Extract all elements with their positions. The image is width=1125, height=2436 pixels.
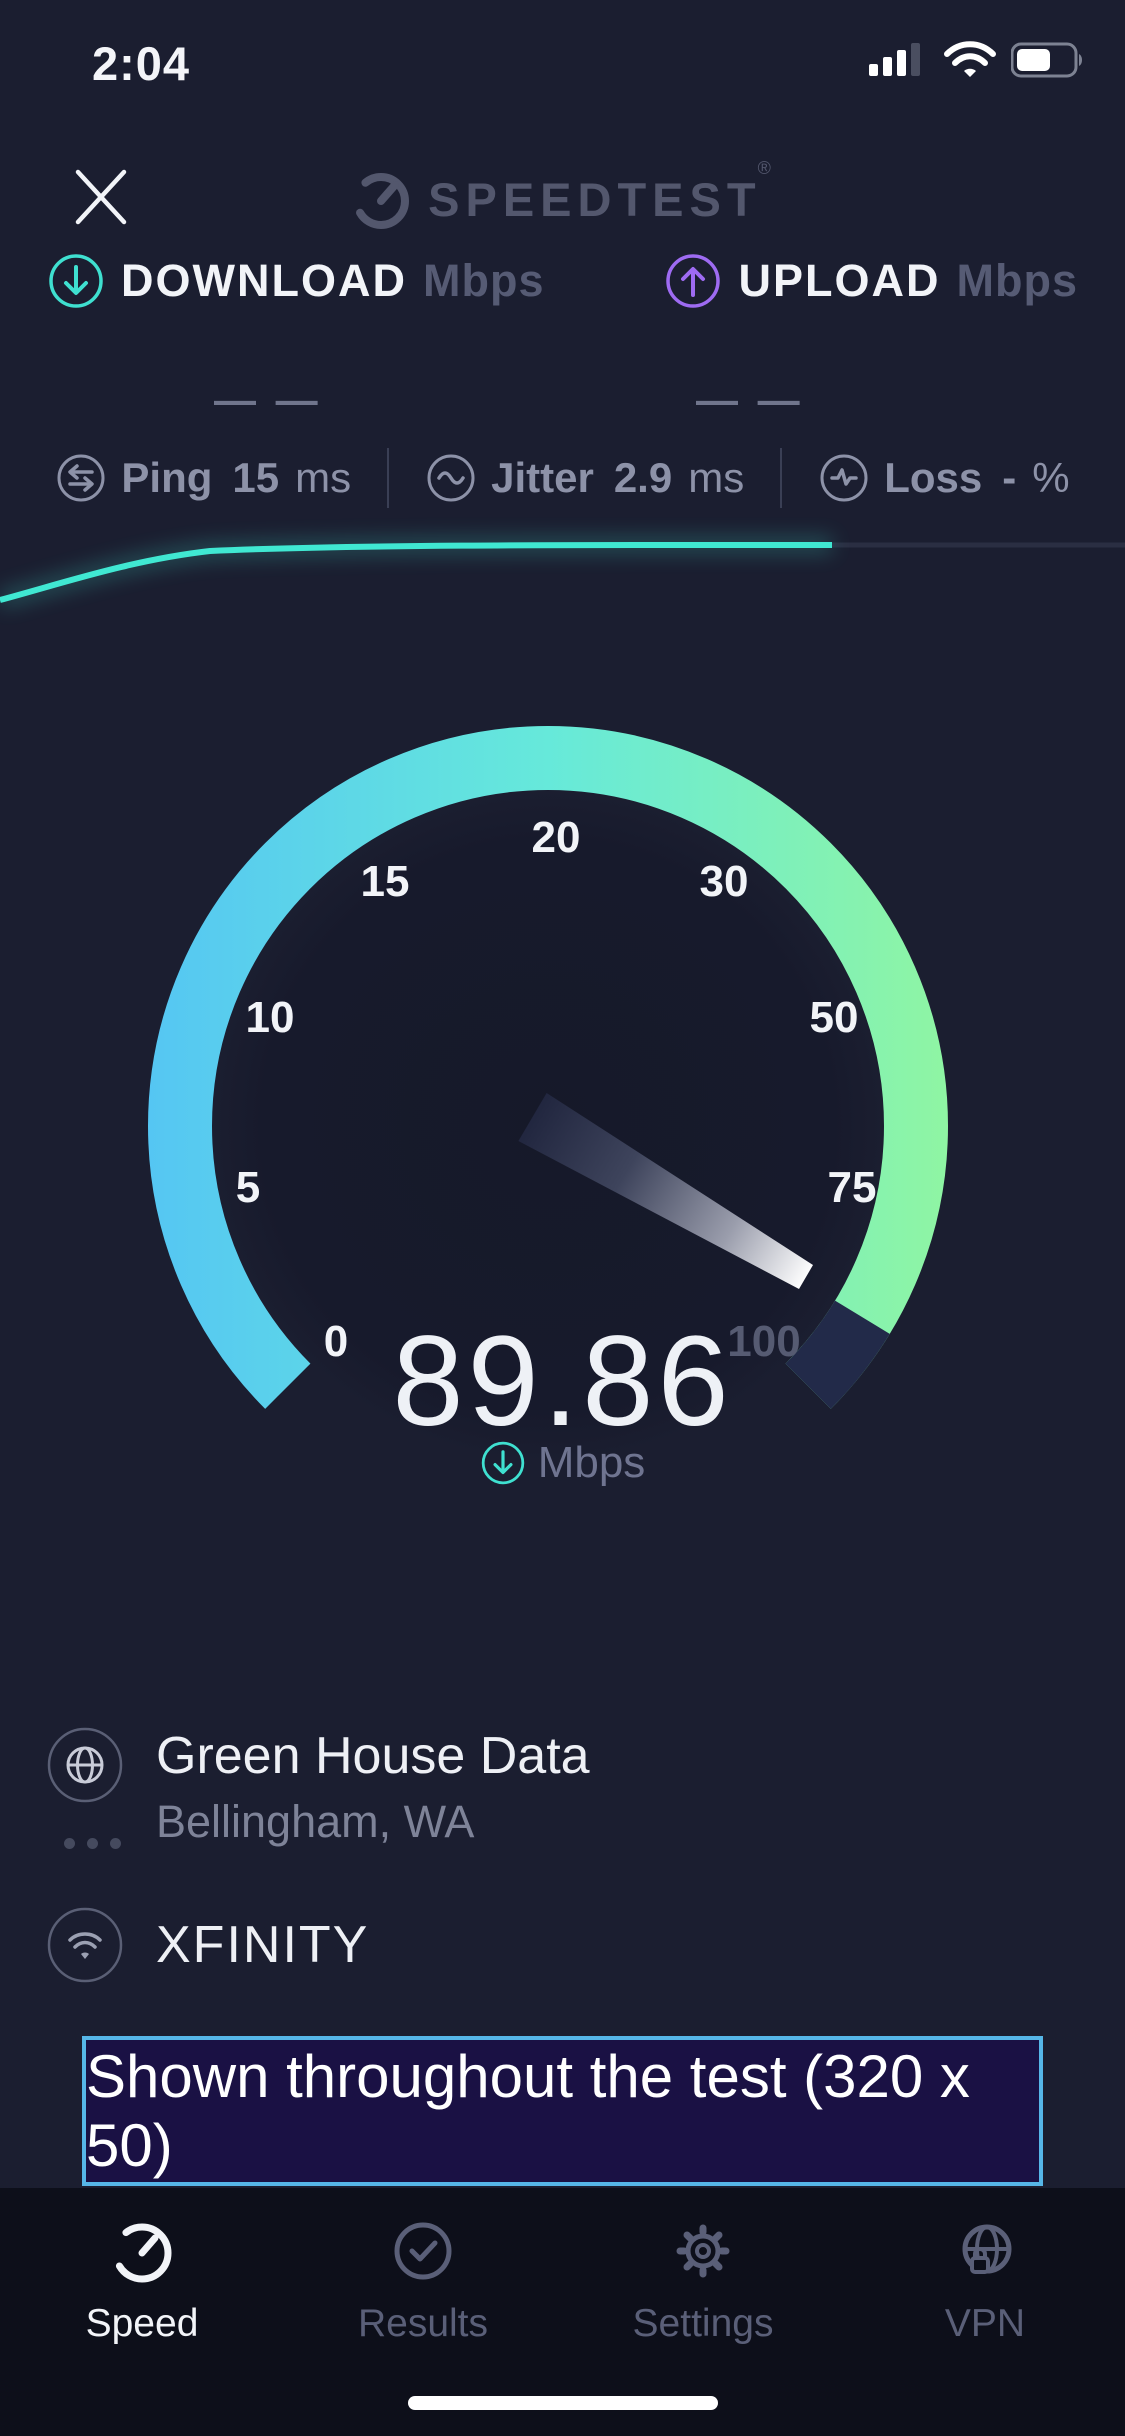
gauge-tick-5: 5 xyxy=(235,1163,261,1212)
download-arrow-icon xyxy=(49,254,103,308)
server-name: Green House Data xyxy=(156,1727,590,1785)
isp-info-row: XFINITY xyxy=(46,1906,369,1984)
loss-value: - xyxy=(1002,454,1017,501)
gauge-needle xyxy=(518,1093,813,1289)
speed-gauge xyxy=(148,726,948,1462)
loss-label: Loss xyxy=(884,454,983,501)
logo-wordmark: SPEEDTEST xyxy=(428,172,762,226)
gauge-tick-20: 20 xyxy=(531,813,581,862)
speed-gauge-icon xyxy=(112,2223,172,2283)
latency-stats-row: Ping 15 ms Jitter 2.9 ms Loss - % xyxy=(0,448,1125,508)
home-indicator[interactable] xyxy=(407,2396,718,2410)
download-unit: Mbps xyxy=(422,255,545,306)
gauge-tick-100: 100 xyxy=(727,1317,801,1366)
download-value-placeholder: — — xyxy=(214,376,322,423)
ping-label: Ping xyxy=(121,454,213,501)
gauge-tick-30: 30 xyxy=(699,857,749,906)
ad-banner[interactable]: Shown throughout the test (320 x 50) xyxy=(82,2036,1043,2186)
jitter-stat: Jitter 2.9 ms xyxy=(425,452,744,504)
divider xyxy=(387,448,390,508)
gauge-tick-10: 10 xyxy=(245,993,295,1042)
gauge-tick-50: 50 xyxy=(809,993,859,1042)
server-options-ellipsis[interactable] xyxy=(64,1838,121,1849)
upload-arrow-icon xyxy=(666,254,721,308)
loss-stat: Loss - % xyxy=(818,452,1070,504)
tab-vpn-label: VPN xyxy=(944,2302,1026,2345)
current-speed-unit-row: Mbps xyxy=(0,1438,1125,1488)
isp-name: XFINITY xyxy=(156,1916,370,1974)
upload-label: UPLOAD xyxy=(738,255,941,306)
tab-speed[interactable]: Speed xyxy=(32,2218,252,2346)
tab-settings[interactable]: Settings xyxy=(593,2218,813,2346)
tab-speed-label: Speed xyxy=(85,2302,199,2345)
vpn-globe-lock-icon xyxy=(962,2224,1012,2274)
wifi-icon xyxy=(944,41,996,77)
download-label: DOWNLOAD xyxy=(121,255,407,306)
ping-unit: ms xyxy=(295,454,352,501)
status-icons xyxy=(869,40,1087,80)
server-globe-icon xyxy=(47,1727,123,1803)
close-icon[interactable] xyxy=(68,164,134,230)
tab-settings-label: Settings xyxy=(632,2302,774,2345)
server-location: Bellingham, WA xyxy=(156,1796,475,1847)
status-time: 2:04 xyxy=(92,37,191,90)
speedtest-logo-gauge-icon xyxy=(353,173,410,229)
metrics-header-row: DOWNLOAD Mbps UPLOAD Mbps xyxy=(0,252,1125,310)
speedtest-logo: SPEEDTEST® xyxy=(0,158,1125,230)
ping-icon xyxy=(57,454,105,502)
upload-metric-header: UPLOAD Mbps xyxy=(664,252,1078,310)
current-speed-unit: Mbps xyxy=(537,1438,646,1487)
tab-bar: Speed Results xyxy=(0,2188,1125,2436)
download-progress-line xyxy=(0,536,1125,608)
cellular-signal-icon xyxy=(869,43,920,76)
jitter-label: Jitter xyxy=(491,454,594,501)
server-info-row[interactable]: Green House Data Bellingham, WA xyxy=(46,1726,590,1848)
jitter-icon xyxy=(427,454,475,502)
tab-vpn[interactable]: VPN xyxy=(875,2218,1095,2346)
results-check-icon xyxy=(394,2222,452,2280)
loss-unit: % xyxy=(1032,454,1070,501)
gauge-tick-75: 75 xyxy=(827,1163,877,1212)
upload-value-placeholder: — — xyxy=(696,376,804,423)
gauge-tick-0: 0 xyxy=(323,1317,349,1366)
packet-loss-icon xyxy=(820,454,868,502)
isp-wifi-icon xyxy=(47,1907,123,1983)
jitter-unit: ms xyxy=(688,454,745,501)
tab-results[interactable]: Results xyxy=(313,2218,533,2346)
divider xyxy=(780,448,783,508)
current-speed-value: 89.86 xyxy=(392,1310,733,1453)
ad-banner-text: Shown throughout the test (320 x 50) xyxy=(86,2043,970,2179)
download-arrow-icon xyxy=(481,1441,524,1485)
tab-results-label: Results xyxy=(357,2302,489,2345)
settings-gear-icon xyxy=(676,2224,730,2278)
registered-mark: ® xyxy=(757,157,771,178)
upload-unit: Mbps xyxy=(956,255,1078,306)
download-metric-header: DOWNLOAD Mbps xyxy=(47,252,544,310)
ping-value: 15 xyxy=(232,454,280,501)
gauge-tick-15: 15 xyxy=(360,857,410,906)
jitter-value: 2.9 xyxy=(613,454,673,501)
battery-icon xyxy=(1011,42,1082,78)
ping-stat: Ping 15 ms xyxy=(55,452,351,504)
